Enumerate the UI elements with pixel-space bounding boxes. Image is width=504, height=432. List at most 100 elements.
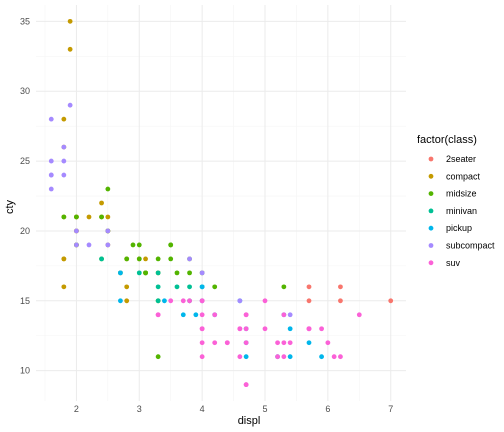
data-point-subcompact <box>237 298 243 304</box>
data-point-subcompact <box>61 144 67 150</box>
data-point-compact <box>99 200 104 206</box>
data-point-subcompact <box>74 228 79 234</box>
legend-label-subcompact: subcompact <box>446 241 495 251</box>
y-tick-label: 10 <box>20 366 30 376</box>
data-point-compact <box>67 46 73 52</box>
data-point-subcompact <box>61 172 67 178</box>
y-tick-label: 15 <box>20 296 30 306</box>
x-axis-ticks: 2 3 4 5 6 7 <box>74 404 393 414</box>
data-point-pickup <box>319 354 324 360</box>
data-point-suv <box>262 326 268 332</box>
legend-items: 2seater compact midsize minivan pickup subcom… <box>428 154 495 268</box>
data-point-compact <box>67 18 73 24</box>
legend-label-suv: suv <box>446 258 461 268</box>
data-point-compact <box>61 284 67 290</box>
x-tick-label: 2 <box>74 404 79 414</box>
data-point-midsize <box>168 256 174 262</box>
data-point-midsize <box>212 284 218 290</box>
data-point-minivan <box>155 298 161 304</box>
data-point-subcompact <box>287 312 293 318</box>
data-point-suv <box>281 312 287 318</box>
y-axis-title: cty <box>4 199 16 214</box>
x-tick-label: 5 <box>262 404 267 414</box>
data-point-suv <box>325 340 331 346</box>
data-point-subcompact <box>105 228 111 234</box>
data-point-suv <box>212 312 218 318</box>
data-point-minivan <box>187 284 192 290</box>
x-tick-label: 4 <box>200 404 205 414</box>
data-point-suv <box>243 312 249 318</box>
legend-label-2seater: 2seater <box>446 154 476 164</box>
data-point-pickup <box>118 270 123 276</box>
data-point-2seater <box>306 298 312 304</box>
data-point-compact <box>61 116 67 122</box>
legend-label-midsize: midsize <box>446 189 477 199</box>
data-point-suv <box>187 298 192 304</box>
data-point-pickup <box>306 340 312 346</box>
data-point-midsize <box>143 270 148 276</box>
y-axis-ticks: 10 15 20 25 30 35 <box>20 16 30 375</box>
data-point-midsize <box>168 242 174 248</box>
legend-label-minivan: minivan <box>446 206 477 216</box>
y-tick-label: 30 <box>20 86 30 96</box>
data-point-2seater <box>388 298 394 304</box>
data-point-pickup <box>243 354 249 360</box>
data-point-suv <box>199 298 205 304</box>
data-point-midsize <box>124 256 130 262</box>
data-point-suv <box>281 354 287 360</box>
data-point-subcompact <box>48 116 54 122</box>
data-point-compact <box>124 284 130 290</box>
data-point-subcompact <box>67 102 73 108</box>
legend-key-minivan <box>428 208 434 214</box>
data-point-compact <box>124 298 130 304</box>
data-point-pickup <box>193 312 199 318</box>
data-point-midsize <box>155 354 161 360</box>
data-point-suv <box>306 326 312 332</box>
legend-key-2seater <box>428 156 434 162</box>
data-point-suv <box>237 326 243 332</box>
data-point-suv <box>155 312 161 318</box>
data-point-suv <box>199 340 205 346</box>
legend-label-compact: compact <box>446 171 481 181</box>
data-point-minivan <box>99 256 104 262</box>
data-point-pickup <box>118 298 123 304</box>
data-point-pickup <box>199 284 205 290</box>
data-point-minivan <box>155 284 161 290</box>
y-tick-label: 35 <box>20 16 30 26</box>
data-point-subcompact <box>48 158 54 164</box>
data-point-suv <box>199 312 205 318</box>
data-point-compact <box>61 256 67 262</box>
data-point-2seater <box>306 284 312 290</box>
x-tick-label: 7 <box>388 404 393 414</box>
x-tick-label: 3 <box>137 404 142 414</box>
data-point-midsize <box>99 214 104 220</box>
legend-key-suv <box>428 260 434 266</box>
data-point-suv <box>243 326 249 332</box>
data-point-suv <box>262 298 268 304</box>
y-tick-label: 25 <box>20 156 30 166</box>
data-point-suv <box>281 340 287 346</box>
data-point-midsize <box>136 242 142 248</box>
data-point-suv <box>287 340 293 346</box>
x-axis-title: displ <box>238 415 261 427</box>
data-point-compact <box>105 214 111 220</box>
data-point-subcompact <box>187 256 192 262</box>
data-point-minivan <box>155 270 161 276</box>
data-point-subcompact <box>48 186 54 192</box>
data-point-pickup <box>162 298 167 304</box>
data-point-suv <box>319 326 324 332</box>
data-point-midsize <box>130 242 136 248</box>
data-point-minivan <box>136 270 142 276</box>
legend: factor(class) 2seater compact midsize miniv… <box>417 134 495 268</box>
data-point-suv <box>199 326 205 332</box>
data-point-suv <box>331 354 337 360</box>
legend-title: factor(class) <box>417 134 477 146</box>
data-point-midsize <box>61 214 67 220</box>
legend-key-pickup <box>428 225 434 231</box>
data-point-suv <box>275 340 280 346</box>
data-points <box>48 18 394 388</box>
data-point-pickup <box>287 326 293 332</box>
data-point-2seater <box>338 298 343 304</box>
data-point-subcompact <box>61 158 67 164</box>
data-point-pickup <box>180 312 186 318</box>
